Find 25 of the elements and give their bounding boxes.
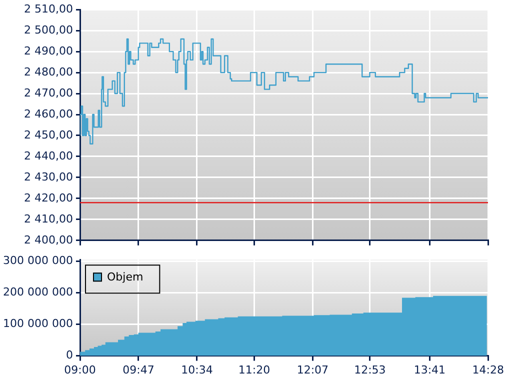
y-tick-label: 2 450,00 (24, 128, 73, 142)
y-tick-label: 2 420,00 (24, 191, 73, 204)
x-tick-label: 11:20 (238, 363, 270, 376)
x-tick-label: 09:47 (122, 363, 154, 376)
y-tick-label: 2 440,00 (24, 149, 73, 162)
x-tick-label: 10:34 (181, 363, 213, 376)
x-tick-label: 09:00 (64, 363, 96, 376)
y-tick-label: 2 510,00 (24, 2, 73, 16)
y-tick-label: 2 470,00 (24, 86, 73, 100)
y-tick-label: 2 430,00 (24, 170, 73, 184)
y-tick-label: 100 000 000 (3, 317, 73, 330)
y-tick-label: 2 410,00 (24, 212, 73, 226)
y-tick-label: 2 460,00 (24, 107, 73, 120)
y-tick-label: 2 500,00 (24, 23, 73, 36)
legend-label: Objem (107, 270, 144, 284)
y-tick-label: 200 000 000 (3, 286, 73, 299)
x-tick-label: 12:53 (354, 363, 386, 376)
y-tick-label: 300 000 000 (3, 254, 73, 268)
y-tick-label: 0 (66, 348, 73, 362)
x-tick-label: 14:28 (472, 363, 504, 376)
y-tick-label: 2 490,00 (24, 44, 73, 58)
x-tick-label: 13:41 (414, 363, 446, 376)
y-tick-label: 2 480,00 (24, 65, 73, 78)
x-tick-label: 12:07 (296, 363, 329, 376)
y-tick-label: 2 400,00 (24, 233, 73, 246)
